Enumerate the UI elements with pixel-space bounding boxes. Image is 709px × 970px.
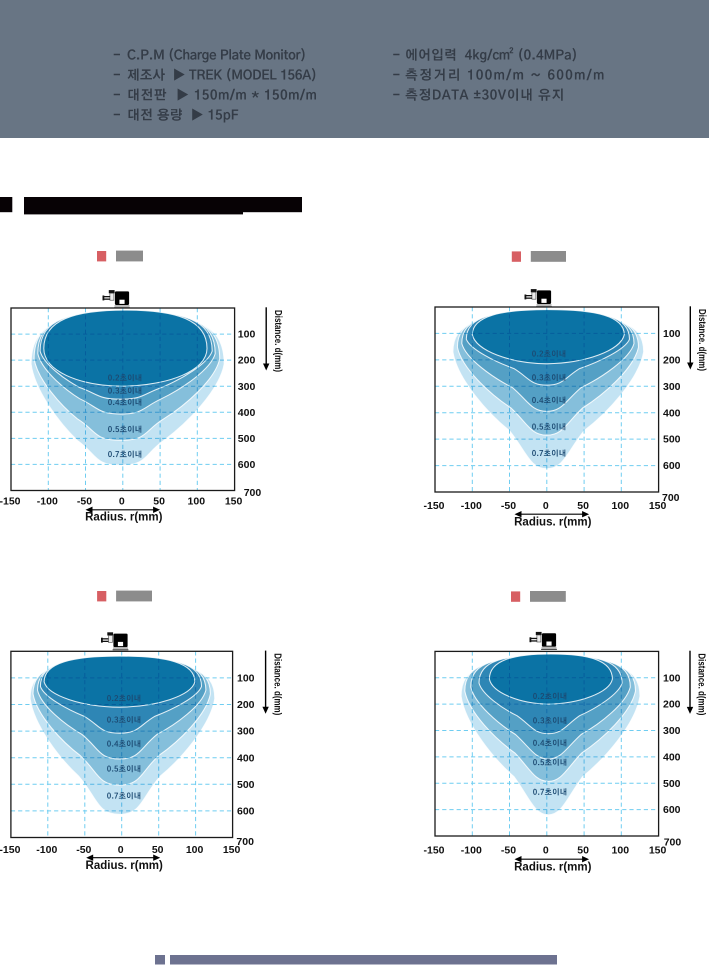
- svg-text:-100: -100: [461, 844, 482, 856]
- svg-text:Distance. d(mm): Distance. d(mm): [696, 653, 708, 715]
- svg-text:-100: -100: [36, 844, 57, 856]
- svg-text:600: 600: [663, 460, 681, 472]
- svg-text:-150: -150: [423, 500, 444, 512]
- svg-text:Radius. r(mm): Radius. r(mm): [86, 860, 163, 872]
- svg-text:50: 50: [153, 496, 165, 508]
- svg-text:700: 700: [664, 837, 682, 849]
- svg-text:-50: -50: [501, 500, 516, 512]
- svg-text:Radius. r(mm): Radius. r(mm): [514, 517, 591, 529]
- svg-text:700: 700: [244, 487, 262, 499]
- svg-text:50: 50: [152, 844, 164, 856]
- svg-text:400: 400: [663, 752, 681, 764]
- svg-text:200: 200: [237, 699, 255, 711]
- svg-text:-150: -150: [0, 496, 21, 508]
- svg-text:50: 50: [577, 844, 589, 856]
- svg-text:200: 200: [663, 355, 681, 367]
- svg-text:Radius. r(mm): Radius. r(mm): [85, 512, 162, 524]
- svg-text:-100: -100: [461, 500, 482, 512]
- svg-text:Distance. d(mm): Distance. d(mm): [272, 310, 284, 372]
- svg-text:50: 50: [577, 500, 589, 512]
- svg-text:400: 400: [663, 407, 681, 419]
- svg-text:-100: -100: [37, 496, 58, 508]
- svg-text:600: 600: [238, 459, 256, 471]
- svg-text:100: 100: [238, 329, 256, 341]
- svg-text:100: 100: [188, 496, 206, 508]
- svg-text:400: 400: [237, 752, 255, 764]
- svg-text:200: 200: [663, 699, 681, 711]
- svg-text:-50: -50: [501, 844, 516, 856]
- svg-text:0: 0: [119, 496, 125, 508]
- svg-text:400: 400: [238, 407, 256, 419]
- svg-text:200: 200: [238, 355, 256, 367]
- svg-text:-150: -150: [423, 844, 444, 856]
- svg-text:150: 150: [649, 844, 667, 856]
- svg-text:Distance. d(mm): Distance. d(mm): [696, 309, 708, 371]
- svg-text:300: 300: [237, 726, 255, 738]
- svg-text:500: 500: [663, 778, 681, 790]
- svg-text:150: 150: [649, 500, 667, 512]
- svg-text:100: 100: [663, 328, 681, 340]
- svg-text:500: 500: [237, 779, 255, 791]
- svg-text:600: 600: [663, 804, 681, 816]
- svg-text:100: 100: [186, 844, 204, 856]
- svg-text:150: 150: [225, 496, 243, 508]
- svg-text:-150: -150: [0, 844, 21, 856]
- svg-text:0: 0: [543, 500, 549, 512]
- svg-text:300: 300: [663, 381, 681, 393]
- svg-text:300: 300: [663, 725, 681, 737]
- svg-text:-50: -50: [77, 496, 92, 508]
- svg-text:0: 0: [543, 844, 549, 856]
- svg-text:Radius. r(mm): Radius. r(mm): [514, 862, 591, 874]
- svg-text:100: 100: [612, 844, 630, 856]
- svg-text:700: 700: [662, 492, 680, 504]
- svg-text:600: 600: [237, 806, 255, 818]
- svg-text:100: 100: [237, 673, 255, 685]
- svg-text:700: 700: [236, 836, 254, 848]
- svg-text:100: 100: [612, 500, 630, 512]
- svg-text:0: 0: [118, 844, 124, 856]
- svg-text:-50: -50: [76, 844, 91, 856]
- svg-text:500: 500: [238, 433, 256, 445]
- svg-text:100: 100: [663, 672, 681, 684]
- svg-text:300: 300: [238, 381, 256, 393]
- svg-text:Distance. d(mm): Distance. d(mm): [271, 653, 283, 715]
- svg-text:150: 150: [223, 844, 241, 856]
- svg-text:500: 500: [663, 434, 681, 446]
